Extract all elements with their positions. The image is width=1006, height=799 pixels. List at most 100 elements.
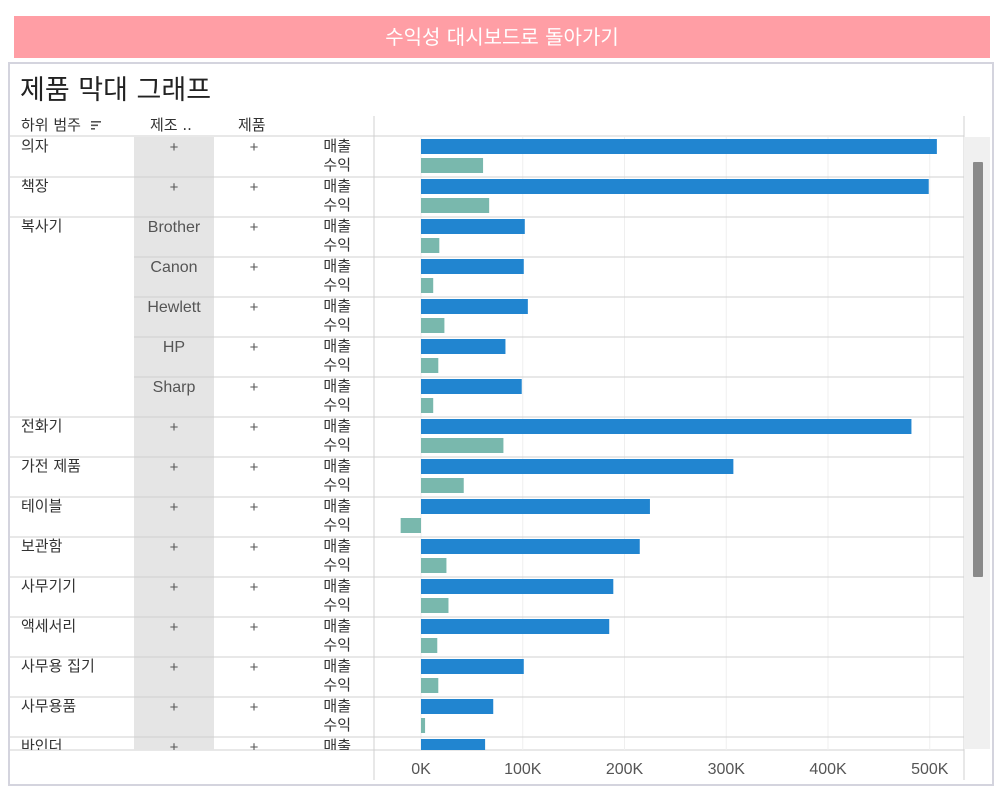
expand-manufacturer-icon[interactable]: + — [170, 139, 179, 156]
manufacturer-label: HP — [163, 339, 185, 356]
expand-manufacturer-icon[interactable]: + — [170, 499, 179, 516]
measure-label-profit: 수익 — [323, 716, 351, 734]
expand-product-icon[interactable]: + — [250, 379, 259, 396]
expand-product-icon[interactable]: + — [250, 339, 259, 356]
x-tick-label: 300K — [708, 761, 746, 778]
expand-product-icon[interactable]: + — [250, 259, 259, 276]
expand-product-icon[interactable]: + — [250, 579, 259, 596]
manufacturer-label: Canon — [150, 259, 197, 276]
measure-label-sales: 매출 — [323, 577, 351, 595]
measure-label-sales: 매출 — [323, 657, 351, 675]
measure-label-profit: 수익 — [323, 756, 351, 774]
expand-manufacturer-icon[interactable]: + — [170, 579, 179, 596]
measure-label-profit: 수익 — [323, 436, 351, 454]
expand-manufacturer-icon[interactable]: + — [170, 459, 179, 476]
measure-label-profit: 수익 — [323, 516, 351, 534]
expand-product-icon[interactable]: + — [250, 739, 259, 756]
subcategory-label: 사무기기 — [21, 577, 76, 595]
expand-product-icon[interactable]: + — [250, 419, 259, 436]
expand-manufacturer-icon[interactable]: + — [170, 619, 179, 636]
measure-label-sales: 매출 — [323, 217, 351, 235]
bar-sales — [421, 259, 524, 274]
measure-label-sales: 매출 — [323, 497, 351, 515]
bar-sales — [421, 739, 486, 750]
measure-label-profit: 수익 — [323, 556, 351, 574]
bar-sales — [421, 539, 640, 554]
back-to-profitability-dashboard-button[interactable]: 수익성 대시보드로 돌아가기 — [14, 16, 990, 58]
measure-label-sales: 매출 — [323, 417, 351, 435]
bar-sales — [421, 339, 506, 354]
x-tick-label: 500K — [911, 761, 949, 778]
product-column-header[interactable]: 제품 — [238, 116, 266, 134]
x-tick-label: 0K — [411, 761, 431, 778]
expand-product-icon[interactable]: + — [250, 179, 259, 196]
expand-product-icon[interactable]: + — [250, 659, 259, 676]
expand-product-icon[interactable]: + — [250, 139, 259, 156]
bar-profit — [421, 638, 438, 653]
measure-label-sales: 매출 — [323, 737, 351, 755]
measure-label-profit: 수익 — [323, 156, 351, 174]
measure-label-sales: 매출 — [323, 617, 351, 635]
measure-label-profit: 수익 — [323, 316, 351, 334]
manufacturer-label: Brother — [148, 219, 201, 236]
manufacturer-label: Sharp — [153, 379, 196, 396]
bar-sales — [421, 659, 524, 674]
expand-product-icon[interactable]: + — [250, 539, 259, 556]
measure-label-sales: 매출 — [323, 537, 351, 555]
bar-profit — [421, 238, 440, 253]
manufacturer-label: Hewlett — [147, 299, 201, 316]
measure-label-profit: 수익 — [323, 636, 351, 654]
bar-sales — [421, 619, 610, 634]
measure-label-sales: 매출 — [323, 337, 351, 355]
bar-sales — [421, 379, 522, 394]
bar-profit — [421, 158, 484, 173]
subcategory-label: 바인더 — [21, 737, 62, 755]
bar-sales — [421, 419, 912, 434]
expand-manufacturer-icon[interactable]: + — [170, 739, 179, 756]
subcategory-label: 사무용 집기 — [21, 657, 95, 675]
expand-manufacturer-icon[interactable]: + — [170, 179, 179, 196]
measure-label-profit: 수익 — [323, 236, 351, 254]
bar-profit — [421, 678, 439, 693]
subcategory-label: 테이블 — [21, 497, 62, 515]
expand-product-icon[interactable]: + — [250, 219, 259, 236]
bar-sales — [421, 699, 494, 714]
measure-label-sales: 매출 — [323, 457, 351, 475]
subcategory-label: 전화기 — [21, 417, 62, 435]
measure-label-sales: 매출 — [323, 137, 351, 155]
measure-label-profit: 수익 — [323, 476, 351, 494]
bar-sales — [421, 139, 937, 154]
bar-profit — [421, 558, 447, 573]
measure-label-profit: 수익 — [323, 276, 351, 294]
measure-label-sales: 매출 — [323, 377, 351, 395]
subcategory-column-header[interactable]: 하위 범주 — [21, 114, 102, 135]
measure-label-profit: 수익 — [323, 196, 351, 214]
bar-profit — [400, 518, 421, 533]
x-tick-label: 400K — [809, 761, 847, 778]
bar-profit — [421, 198, 490, 213]
subcategory-label: 책장 — [21, 177, 49, 195]
expand-product-icon[interactable]: + — [250, 699, 259, 716]
subcategory-label: 사무용품 — [21, 697, 76, 715]
manufacturer-column-header[interactable]: 제조 .. — [150, 116, 192, 134]
sort-descending-icon[interactable] — [90, 119, 102, 131]
subcategory-label: 가전 제품 — [21, 457, 81, 475]
vertical-scrollbar-thumb[interactable] — [973, 162, 983, 577]
worksheet-frame — [8, 62, 994, 786]
bar-sales — [421, 459, 734, 474]
subcategory-label: 복사기 — [21, 217, 62, 235]
expand-manufacturer-icon[interactable]: + — [170, 699, 179, 716]
measure-label-profit: 수익 — [323, 396, 351, 414]
expand-product-icon[interactable]: + — [250, 299, 259, 316]
expand-product-icon[interactable]: + — [250, 619, 259, 636]
expand-manufacturer-icon[interactable]: + — [170, 419, 179, 436]
manufacturer-band — [134, 137, 214, 750]
x-tick-label: 100K — [504, 761, 542, 778]
expand-product-icon[interactable]: + — [250, 459, 259, 476]
expand-manufacturer-icon[interactable]: + — [170, 659, 179, 676]
expand-manufacturer-icon[interactable]: + — [170, 539, 179, 556]
expand-product-icon[interactable]: + — [250, 499, 259, 516]
subcategory-header-label: 하위 범주 — [21, 116, 81, 134]
